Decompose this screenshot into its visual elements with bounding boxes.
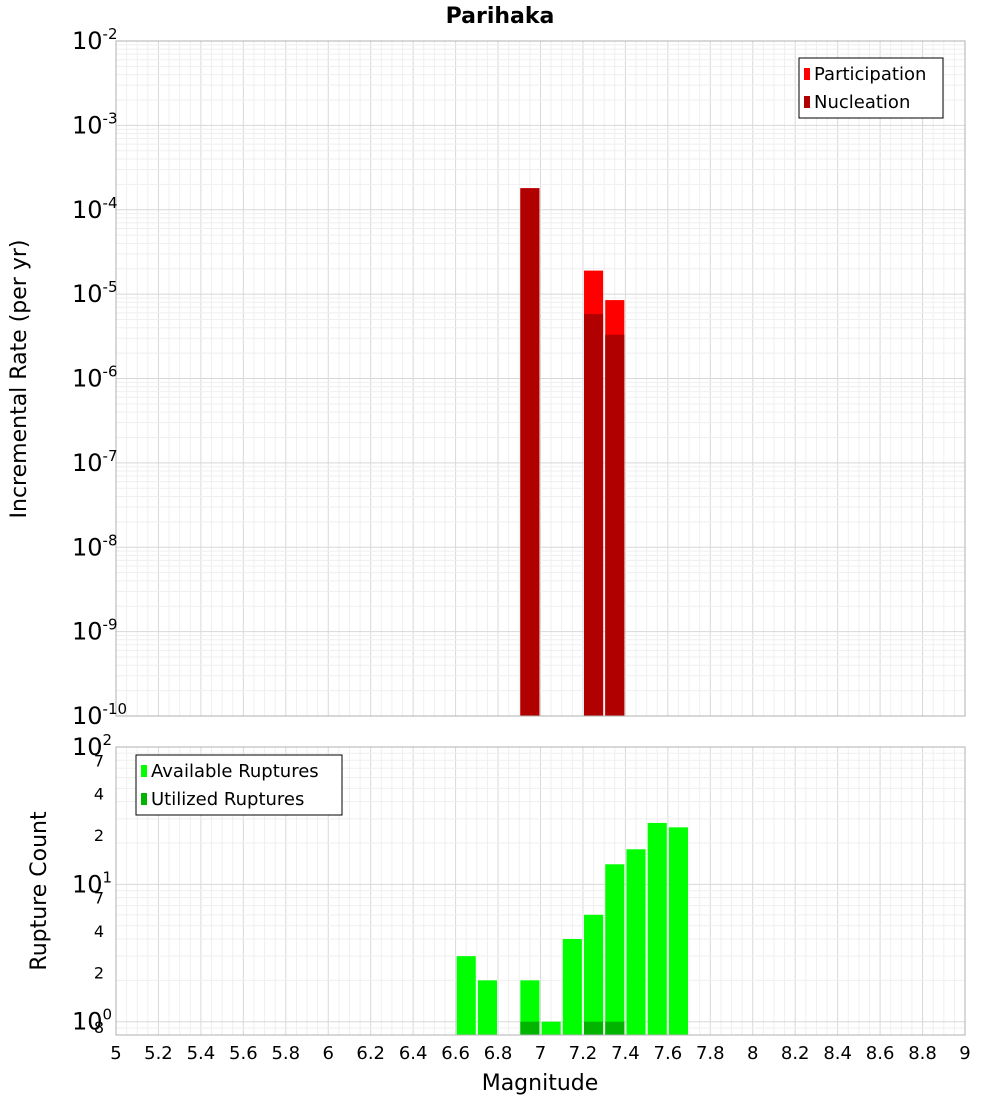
x-tick-label: 8.2 xyxy=(781,1043,810,1064)
available-ruptures-bar xyxy=(562,939,582,1035)
utilized-ruptures-bar xyxy=(584,1021,604,1035)
x-tick-label: 7.2 xyxy=(569,1043,598,1064)
top-y-tick-label: 10-7 xyxy=(72,447,118,477)
available-ruptures-bar xyxy=(477,980,497,1035)
x-tick-label: 8 xyxy=(747,1043,758,1064)
top-y-tick-label: 10-10 xyxy=(72,700,127,730)
nucleation-bar xyxy=(605,334,625,716)
bottom-y-axis-label: Rupture Count xyxy=(27,811,52,971)
top-y-tick-label: 10-5 xyxy=(72,278,118,308)
top-y-axis-label: Incremental Rate (per yr) xyxy=(7,240,32,519)
bottom-y-minor-tick-label: 7 xyxy=(94,889,104,908)
top-y-tick-label: 10-8 xyxy=(72,531,118,561)
x-axis-label: Magnitude xyxy=(482,1071,599,1096)
bottom-legend-swatch xyxy=(141,765,147,777)
nucleation-bar xyxy=(520,188,540,717)
x-tick-label: 8.6 xyxy=(866,1043,895,1064)
top-legend-swatch xyxy=(804,68,810,80)
available-ruptures-bar xyxy=(520,980,540,1035)
utilized-ruptures-bar xyxy=(520,1021,540,1035)
available-ruptures-bar xyxy=(647,822,667,1035)
bottom-y-major-tick-label: 101 xyxy=(72,868,112,898)
x-tick-label: 6.6 xyxy=(441,1043,470,1064)
x-tick-label: 7.8 xyxy=(696,1043,725,1064)
top-legend-swatch xyxy=(804,96,810,108)
bottom-legend-label: Utilized Ruptures xyxy=(151,789,304,810)
x-tick-label: 7.6 xyxy=(654,1043,683,1064)
x-tick-label: 7.4 xyxy=(611,1043,640,1064)
available-ruptures-bar xyxy=(605,864,625,1035)
top-legend-label: Nucleation xyxy=(814,92,910,113)
nucleation-bar xyxy=(584,314,604,716)
top-y-tick-label: 10-6 xyxy=(72,363,118,393)
bottom-y-major-tick-label: 102 xyxy=(72,731,112,761)
available-ruptures-bar xyxy=(584,914,604,1035)
bottom-legend-label: Available Ruptures xyxy=(151,761,319,782)
x-tick-label: 9 xyxy=(959,1043,970,1064)
x-tick-label: 5.2 xyxy=(144,1043,173,1064)
top-y-tick-label: 10-3 xyxy=(72,109,118,139)
chart-title: Parihaka xyxy=(446,4,555,29)
x-tick-label: 5 xyxy=(110,1043,121,1064)
bottom-y-minor-tick-label: 8 xyxy=(94,1018,104,1037)
available-ruptures-bar xyxy=(668,827,689,1035)
x-tick-label: 8.8 xyxy=(908,1043,937,1064)
x-tick-label: 8.4 xyxy=(823,1043,852,1064)
top-y-tick-label: 10-2 xyxy=(72,25,118,55)
x-tick-label: 6.8 xyxy=(484,1043,513,1064)
bottom-y-minor-tick-label: 7 xyxy=(94,751,104,770)
bottom-y-minor-tick-label: 2 xyxy=(94,826,104,845)
x-tick-label: 5.6 xyxy=(229,1043,258,1064)
bottom-y-minor-tick-label: 4 xyxy=(94,922,104,941)
available-ruptures-bar xyxy=(626,849,646,1035)
x-tick-label: 5.8 xyxy=(271,1043,300,1064)
x-tick-label: 6.2 xyxy=(356,1043,385,1064)
top-plot-border xyxy=(115,40,966,717)
utilized-ruptures-bar xyxy=(605,1021,625,1035)
x-tick-label: 6.4 xyxy=(399,1043,428,1064)
top-legend-box xyxy=(798,57,944,119)
bottom-plot-border xyxy=(115,746,966,1036)
bottom-y-minor-tick-label: 4 xyxy=(94,785,104,804)
available-ruptures-bar xyxy=(456,956,476,1035)
bottom-legend-swatch xyxy=(141,793,147,805)
top-y-tick-label: 10-4 xyxy=(72,194,118,224)
bottom-y-minor-tick-label: 2 xyxy=(94,963,104,982)
x-tick-label: 6 xyxy=(323,1043,334,1064)
x-tick-label: 7 xyxy=(535,1043,546,1064)
x-tick-label: 5.4 xyxy=(187,1043,216,1064)
top-y-tick-label: 10-9 xyxy=(72,616,118,646)
available-ruptures-bar xyxy=(541,1021,561,1035)
top-legend-label: Participation xyxy=(814,64,926,85)
bottom-legend-box xyxy=(135,754,343,816)
bottom-y-major-tick-label: 100 xyxy=(72,1006,112,1036)
